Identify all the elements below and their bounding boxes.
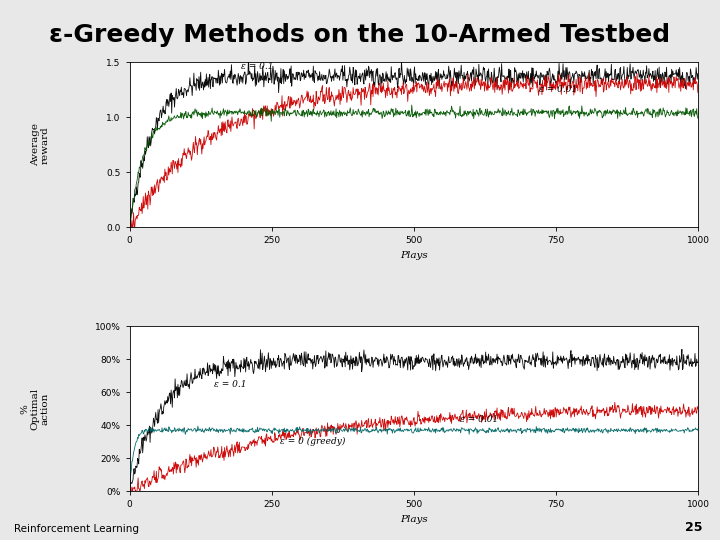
Text: ε = 0.1: ε = 0.1	[214, 380, 246, 389]
X-axis label: Plays: Plays	[400, 251, 428, 260]
Text: 25: 25	[685, 521, 702, 534]
Text: ε-Greedy Methods on the 10-Armed Testbed: ε-Greedy Methods on the 10-Armed Testbed	[50, 23, 670, 47]
Y-axis label: Average
reward: Average reward	[30, 123, 50, 166]
Text: Reinforcement Learning: Reinforcement Learning	[14, 523, 140, 534]
Text: ε = 0.01: ε = 0.01	[539, 85, 577, 94]
Text: ε = 0 (greedy): ε = 0 (greedy)	[280, 436, 346, 446]
Text: ε = 0.01: ε = 0.01	[459, 415, 498, 424]
Y-axis label: %
Optimal
action: % Optimal action	[20, 388, 50, 430]
X-axis label: Plays: Plays	[400, 515, 428, 524]
Text: ε = 0.1: ε = 0.1	[240, 62, 273, 71]
